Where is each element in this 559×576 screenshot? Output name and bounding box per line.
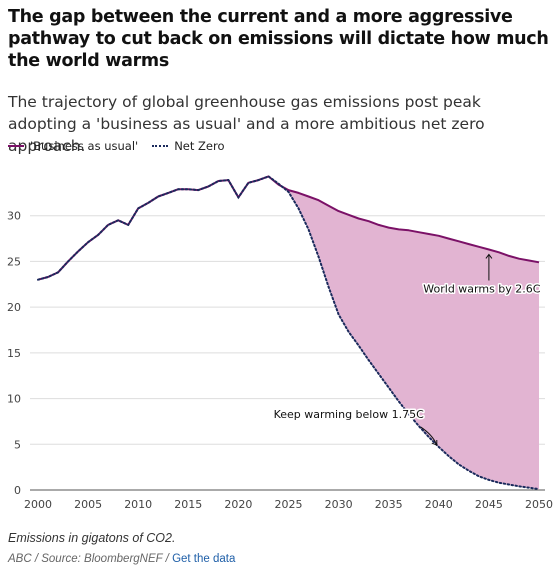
legend-item-business-as-usual: 'Business as usual' [8,139,138,153]
x-tick-label-2035: 2035 [375,498,403,511]
annotation-keep-warming: Keep warming below 1.75C [274,408,424,421]
y-tick-label-20: 20 [7,301,21,314]
y-tick-label-5: 5 [14,438,21,451]
legend: 'Business as usual' Net Zero [8,138,239,154]
y-tick-label-30: 30 [7,210,21,223]
legend-swatch-solid [8,145,24,147]
chart-subtitle: The trajectory of global greenhouse gas … [8,93,485,155]
legend-swatch-dotted [152,145,169,147]
legend-label-business-as-usual: 'Business as usual' [30,139,139,153]
gap-area [38,176,539,490]
x-tick-label-2045: 2045 [475,498,503,511]
y-tick-label-10: 10 [7,393,21,406]
annotation-world-warms: World warms by 2.6C [423,283,541,296]
x-tick-label-2005: 2005 [74,498,102,511]
x-tick-label-2000: 2000 [24,498,52,511]
get-the-data-link[interactable]: Get the data [172,553,236,565]
y-tick-label-25: 25 [7,255,21,268]
series-line-net-zero [37,175,540,491]
x-tick-label-2050: 2050 [525,498,553,511]
chart-title: The gap between the current and a more a… [8,7,549,71]
annotation-arrowhead-1-75c [431,440,438,446]
annotation-arrowhead-2-6c [485,253,493,259]
x-tick-label-2040: 2040 [425,498,453,511]
units-note: Emissions in gigatons of CO2. [8,531,176,545]
x-tick-label-2020: 2020 [224,498,252,511]
legend-label-net-zero: Net Zero [174,139,225,153]
x-tick-label-2030: 2030 [325,498,353,511]
y-tick-label-0: 0 [14,484,21,497]
legend-item-net-zero: Net Zero [152,139,225,153]
source-text: ABC / Source: BloombergNEF / [8,553,173,565]
x-tick-label-2010: 2010 [124,498,152,511]
x-tick-label-2015: 2015 [174,498,202,511]
x-tick-label-2025: 2025 [275,498,303,511]
annotation-arrow-1-75c [420,426,438,446]
y-tick-label-15: 15 [7,347,21,360]
source-line: ABC / Source: BloombergNEF / Get the dat… [8,553,235,565]
